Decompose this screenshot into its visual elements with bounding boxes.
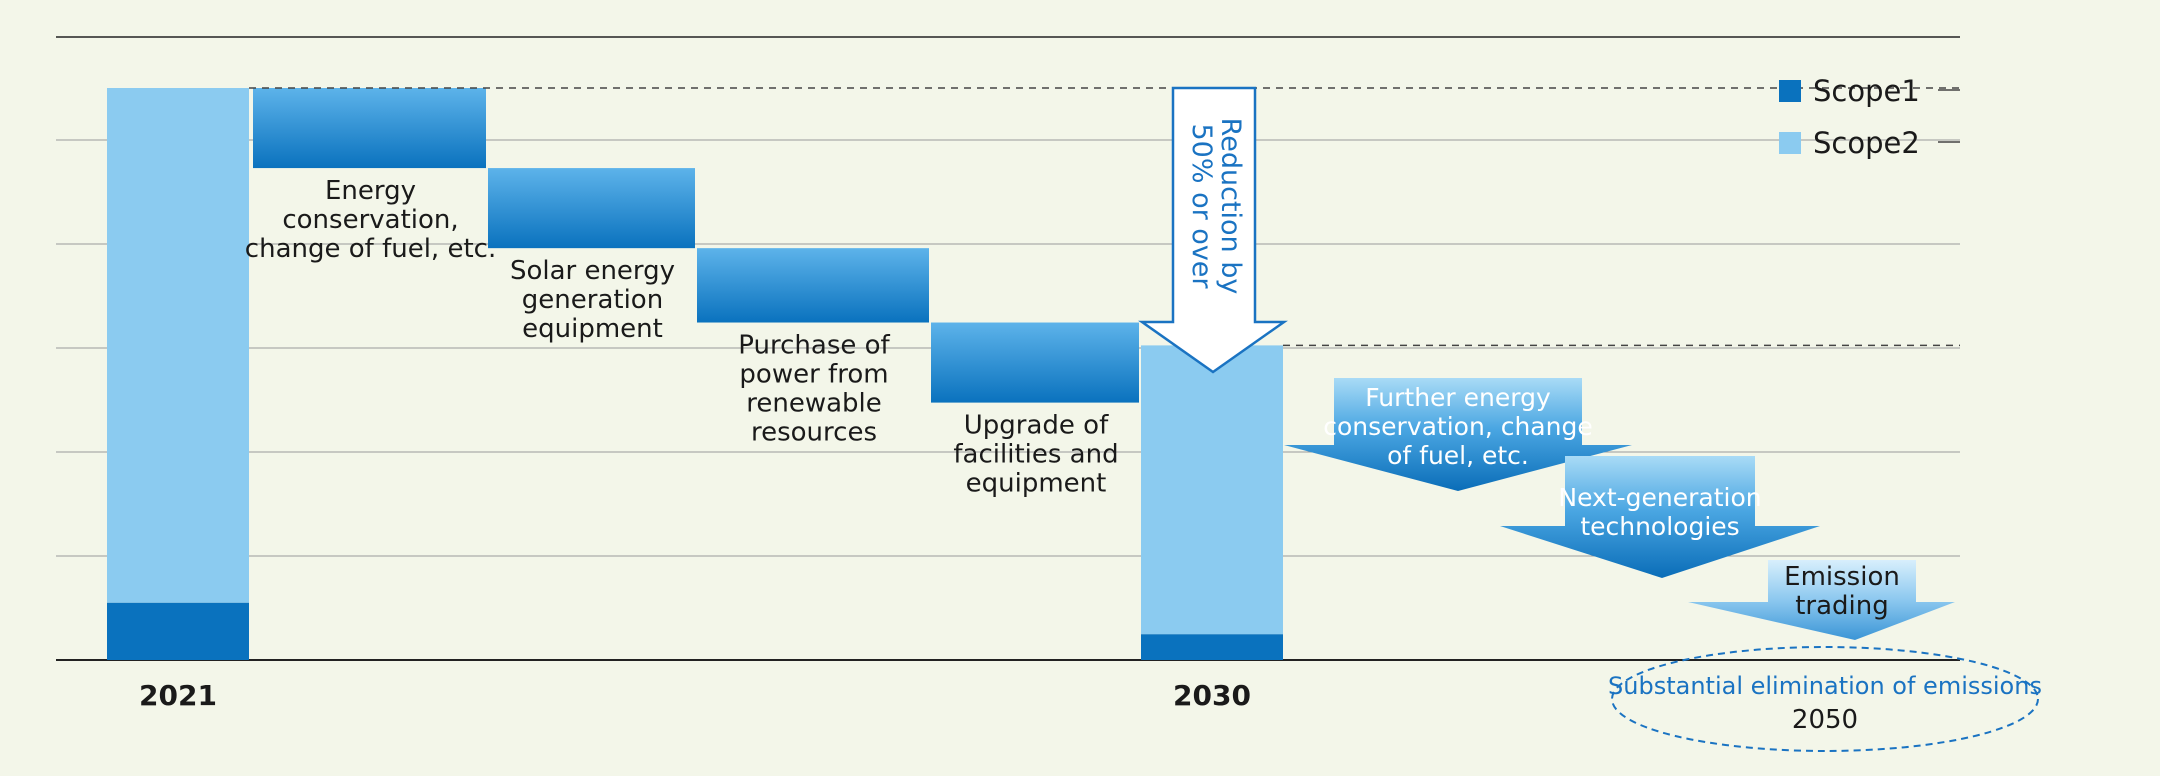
post-2030-step-label: Next-generation (1558, 483, 1761, 512)
reduction-step-bar (931, 322, 1139, 403)
reduction-step-label: generation (522, 285, 663, 315)
reduction-step-label: renewable (746, 389, 882, 419)
post-2030-step-label: of fuel, etc. (1387, 441, 1529, 470)
goal-ellipse (1611, 646, 2039, 752)
bar-scope2-2021 (107, 88, 249, 603)
goal-year: 2050 (1792, 705, 1858, 735)
reduction-arrow-shape (1138, 86, 1288, 374)
reduction-step-label: facilities and (953, 440, 1118, 470)
reduction-step-bar (697, 248, 929, 323)
bar-scope1-2030 (1141, 634, 1283, 660)
reduction-step-label: power from (739, 360, 888, 390)
x-tick-label: 2030 (1173, 679, 1251, 712)
x-tick-label: 2021 (139, 679, 217, 712)
legend-swatch-scope1 (1779, 80, 1801, 102)
reduction-step-label: Solar energy (510, 256, 675, 286)
reduction-step-bar (253, 88, 486, 169)
reduction-step-label: conservation, (282, 205, 458, 235)
post-2030-step-label: Emission (1784, 562, 1900, 592)
post-2030-step-label: conservation, change (1323, 412, 1592, 441)
reduction-step-label: change of fuel, etc. (245, 234, 496, 264)
legend-label-scope1: Scope1 (1813, 74, 1920, 108)
legend-swatch-scope2 (1779, 132, 1801, 154)
goal-text: Substantial elimination of emissions (1608, 672, 2042, 700)
reduction-step-bar (488, 168, 695, 249)
bar-scope1-2021 (107, 602, 249, 660)
reduction-step-label: equipment (966, 469, 1107, 499)
post-2030-step-label: Further energy (1365, 383, 1551, 412)
reduction-arrow-label-line: 50% or over (1186, 123, 1217, 289)
reduction-step-label: Energy (325, 176, 416, 206)
legend-label-scope2: Scope2 (1813, 126, 1920, 160)
reduction-step-label: resources (751, 418, 877, 448)
reduction-step-label: Purchase of (738, 331, 890, 361)
bar-scope2-2030 (1141, 345, 1283, 635)
reduction-step-label: Upgrade of (964, 411, 1109, 441)
reduction-step-label: equipment (522, 314, 663, 344)
reduction-arrow-label-line: Reduction by (1215, 118, 1246, 295)
post-2030-step-arrow (1500, 456, 1820, 578)
post-2030-step-label: technologies (1580, 512, 1739, 541)
post-2030-step-arrow (1688, 560, 1955, 640)
post-2030-step-arrow (1284, 378, 1632, 491)
post-2030-step-label: trading (1795, 591, 1889, 621)
